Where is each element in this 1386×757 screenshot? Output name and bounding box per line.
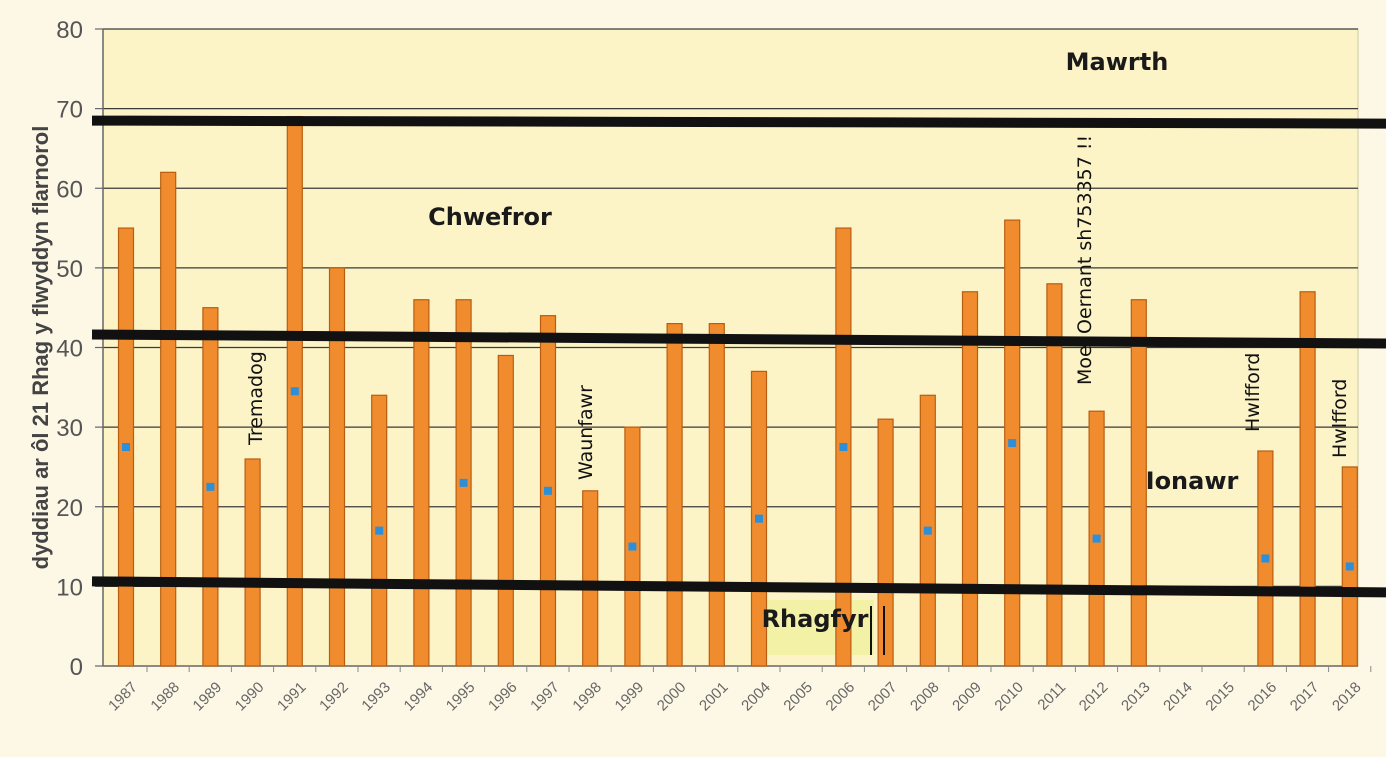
x-tick-label: 2000 <box>654 679 690 715</box>
bar <box>877 418 894 667</box>
rhagfyr-highlight <box>762 600 874 655</box>
x-tick-label: 1994 <box>401 679 437 715</box>
y-tick-label: 60 <box>56 176 83 203</box>
data-point-marker <box>1092 534 1101 543</box>
data-point-marker <box>290 387 299 396</box>
x-tick-label: 1996 <box>485 679 521 715</box>
data-point-marker <box>206 482 215 491</box>
x-tick-label: 2005 <box>780 679 816 715</box>
bar <box>1299 291 1316 667</box>
x-tick-label: 2004 <box>738 679 774 715</box>
x-tick-label: 2010 <box>991 679 1027 715</box>
data-point-marker <box>375 526 384 535</box>
x-tick-label: 2009 <box>949 679 985 715</box>
station-annotation: Moel Oernant sh753357 !! <box>1074 135 1096 385</box>
bar <box>961 291 979 667</box>
bar <box>160 171 177 667</box>
x-tick-label: 1991 <box>274 679 310 715</box>
data-point-marker <box>755 514 763 523</box>
x-tick-label: 1999 <box>612 679 648 715</box>
bar <box>328 267 346 667</box>
data-point-marker <box>122 443 130 452</box>
threshold-line <box>91 329 1386 349</box>
x-tick-label: 2015 <box>1202 679 1238 715</box>
month-label: Chwefror <box>428 203 552 231</box>
y-tick-label: 10 <box>56 574 83 601</box>
x-tick-label: 2012 <box>1076 679 1112 715</box>
month-label: Rhagfyr <box>762 605 869 633</box>
x-tick-label: 1993 <box>358 679 394 715</box>
data-point-marker <box>1345 562 1354 571</box>
x-tick-label: 1995 <box>443 679 479 715</box>
x-tick-label: 1989 <box>190 679 226 715</box>
x-tick-label: 1990 <box>232 679 268 715</box>
y-tick-label: 80 <box>56 17 83 44</box>
x-tick-label: 1998 <box>569 679 605 715</box>
data-point-marker <box>1008 439 1017 448</box>
y-tick-label: 70 <box>56 97 83 124</box>
x-tick-label: 1987 <box>105 679 141 715</box>
data-point-marker <box>544 486 552 495</box>
y-tick-label: 20 <box>56 495 83 522</box>
x-tick-label: 2001 <box>696 679 732 715</box>
threshold-line <box>91 115 1386 129</box>
data-point-marker <box>459 478 468 487</box>
station-annotation: Waunfawr <box>575 385 597 480</box>
x-tick-label: 2018 <box>1329 679 1365 715</box>
x-tick-label: 2013 <box>1118 679 1154 715</box>
x-tick-label: 1992 <box>316 679 352 715</box>
x-tick-label: 1997 <box>527 679 563 715</box>
y-tick-label: 0 <box>70 654 83 681</box>
x-tick-label: 2016 <box>1245 679 1281 715</box>
x-tick-label: 2007 <box>865 679 901 715</box>
station-annotation: Hwlfford <box>1242 353 1264 432</box>
bar <box>413 299 430 667</box>
bar <box>1130 299 1147 667</box>
x-tick-label: 2008 <box>907 679 943 715</box>
threshold-line <box>91 576 1386 598</box>
bar <box>708 323 725 667</box>
bar <box>582 490 599 667</box>
x-tick-label: 2006 <box>823 679 859 715</box>
data-point-marker <box>839 443 848 452</box>
data-point-marker <box>923 526 932 535</box>
month-label: Ionawr <box>1146 467 1239 495</box>
month-label: Mawrth <box>1066 48 1169 76</box>
bar <box>497 354 514 667</box>
y-tick-label: 50 <box>56 256 83 283</box>
bar <box>666 323 683 667</box>
y-axis-label: dyddiau ar ôl 21 Rhag y flwyddyn flarnor… <box>28 126 53 570</box>
bar <box>244 458 261 667</box>
bar <box>1046 283 1063 667</box>
y-tick-label: 30 <box>56 415 83 442</box>
station-annotation: Hwlfford <box>1329 379 1351 458</box>
x-tick-label: 1988 <box>147 679 183 715</box>
x-tick-label: 2017 <box>1287 679 1323 715</box>
data-point-marker <box>1261 554 1270 563</box>
x-tick-label: 2011 <box>1034 679 1069 714</box>
data-point-marker <box>628 542 637 551</box>
x-tick-label: 2014 <box>1160 679 1196 715</box>
station-annotation: Tremadog <box>245 351 267 446</box>
y-tick-label: 40 <box>56 336 83 363</box>
